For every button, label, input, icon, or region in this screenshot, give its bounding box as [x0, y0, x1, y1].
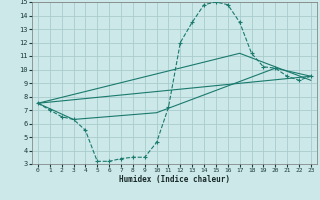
X-axis label: Humidex (Indice chaleur): Humidex (Indice chaleur) — [119, 175, 230, 184]
